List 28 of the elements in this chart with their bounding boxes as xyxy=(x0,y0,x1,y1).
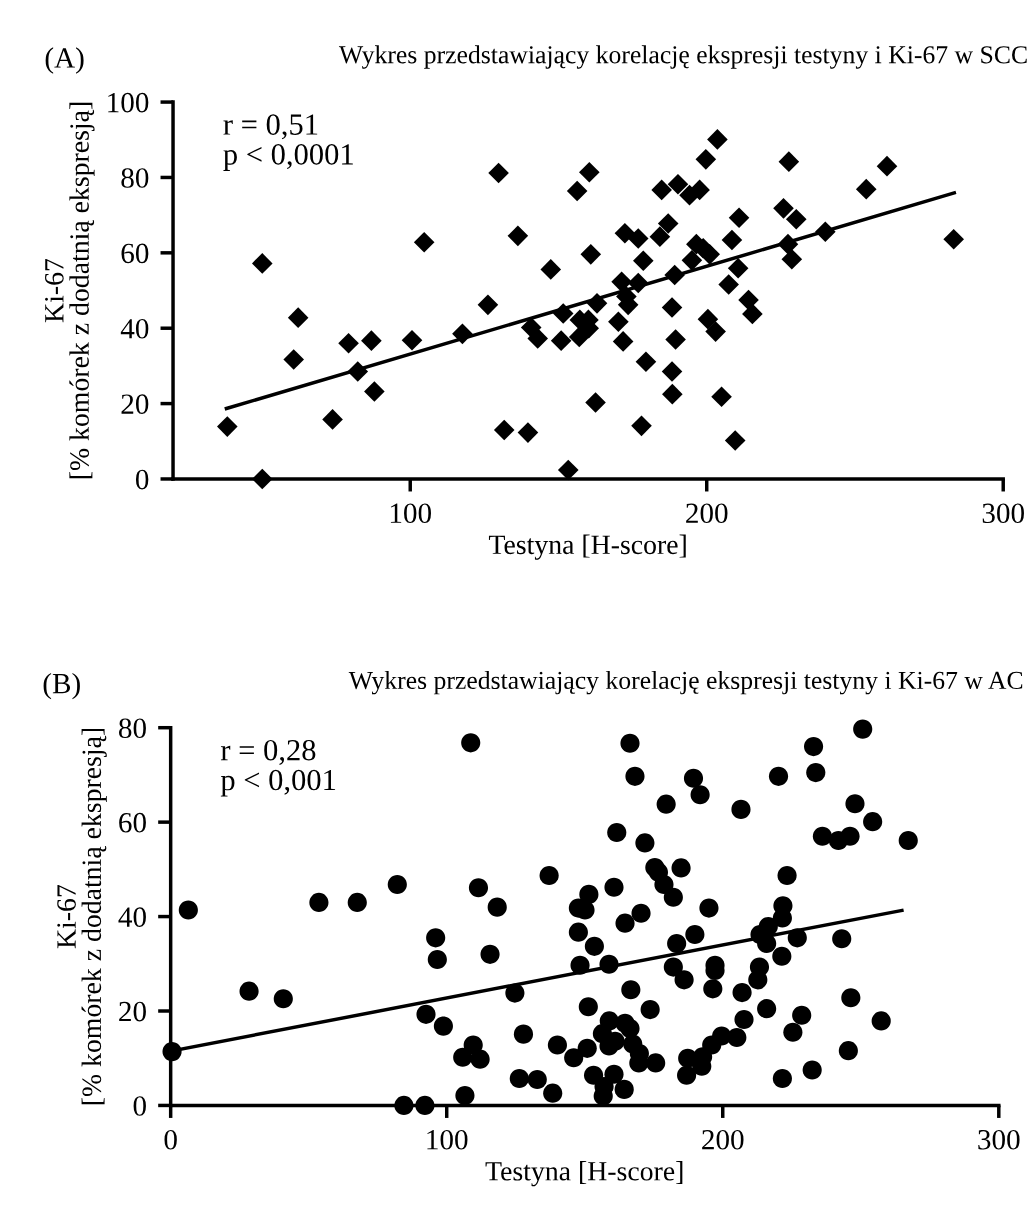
y-tick-label: 0 xyxy=(133,1096,146,1116)
x-tick-label: 300 xyxy=(982,503,1024,524)
y-tick-label: 40 xyxy=(118,907,146,927)
x-tick-label: 200 xyxy=(686,503,728,524)
text: (B) xyxy=(43,672,80,700)
y-tick-label: 20 xyxy=(121,394,149,414)
y-tick-label: 100 xyxy=(108,92,149,113)
annotation: r = 0,51 p < 0,0001 xyxy=(223,114,353,171)
text: (A) xyxy=(45,47,84,74)
x-axis-title: Testyna [H-score] xyxy=(485,1161,683,1187)
y-tick-label: 80 xyxy=(121,168,149,188)
annotation: r = 0,28 p < 0,001 xyxy=(220,739,336,797)
x-tick-label: 200 xyxy=(702,1129,744,1150)
y-tick-label: 60 xyxy=(119,812,146,833)
chart-title: Wykres przedstawiający korelację ekspresji testyny i Ki-67 w SCC xyxy=(338,45,1027,69)
y-axis-title: Ki-67 [% komórek z dodatnią ekspresją] xyxy=(57,728,107,1105)
x-tick-label: 100 xyxy=(427,1129,468,1150)
x-axis-title: Testyna [H-score] xyxy=(488,534,686,560)
x-tick-label: 100 xyxy=(390,503,431,524)
chart-title: Wykres przedstawiający korelację ekspresji testyny i Ki-67 w AC xyxy=(348,670,1023,695)
y-tick-label: 60 xyxy=(121,243,149,264)
y-tick-label: 40 xyxy=(120,318,149,339)
y-axis-title: Ki-67 [% komórek z dodatnią ekspresją] xyxy=(45,102,95,479)
x-tick-label: 300 xyxy=(978,1129,1020,1150)
y-tick-label: 80 xyxy=(119,718,146,739)
y-tick-label: 20 xyxy=(119,1001,146,1022)
x-tick-label: 0 xyxy=(164,1129,177,1150)
y-tick-label: 0 xyxy=(135,469,149,490)
